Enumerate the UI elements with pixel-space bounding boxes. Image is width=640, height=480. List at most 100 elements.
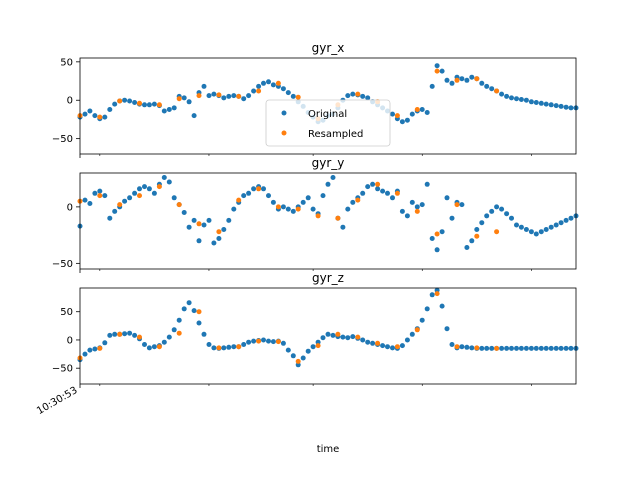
- data-point: [494, 204, 500, 210]
- data-point: [132, 190, 138, 196]
- data-point: [454, 77, 460, 83]
- data-point: [568, 345, 574, 351]
- data-point: [221, 345, 227, 351]
- data-point: [256, 338, 262, 344]
- data-point: [315, 213, 321, 219]
- data-point: [122, 97, 128, 103]
- data-point: [122, 198, 128, 204]
- data-point: [166, 334, 172, 340]
- data-point: [558, 103, 564, 109]
- data-point: [474, 76, 480, 82]
- data-point: [429, 292, 435, 298]
- data-point: [231, 206, 237, 212]
- data-point: [132, 332, 138, 338]
- data-point: [409, 111, 415, 117]
- data-point: [419, 202, 425, 208]
- data-point: [563, 217, 569, 223]
- data-point: [142, 102, 147, 108]
- data-point: [568, 105, 574, 111]
- data-point: [553, 103, 559, 109]
- data-point: [360, 337, 366, 343]
- data-point: [156, 344, 162, 350]
- data-point: [459, 344, 465, 350]
- data-point: [434, 68, 440, 74]
- data-point: [127, 195, 133, 201]
- data-point: [404, 213, 410, 219]
- data-point: [459, 76, 465, 82]
- data-point: [122, 331, 128, 337]
- data-point: [523, 227, 529, 232]
- data-point: [479, 220, 485, 226]
- legend-label-resampled: Resampled: [308, 129, 363, 140]
- data-point: [548, 224, 554, 230]
- data-point: [434, 231, 440, 237]
- data-point: [171, 105, 177, 111]
- data-point: [285, 90, 291, 96]
- subplot-gyr_y: 0 −50 gyr_y: [52, 156, 579, 273]
- data-point: [330, 332, 336, 338]
- data-point: [399, 208, 405, 214]
- data-point: [211, 240, 217, 246]
- data-point: [246, 339, 252, 345]
- data-point: [176, 317, 182, 323]
- y-tick-label: 50: [60, 57, 73, 68]
- data-point: [181, 95, 187, 101]
- data-point: [142, 342, 147, 347]
- y-tick-label: 50: [60, 307, 73, 318]
- data-point: [261, 80, 266, 86]
- x-tick-label: 10:30:53: [35, 385, 79, 417]
- data-point: [414, 327, 420, 333]
- data-point: [380, 343, 386, 349]
- data-point: [355, 197, 361, 203]
- data-point: [87, 201, 93, 206]
- data-point: [196, 93, 202, 99]
- data-point: [553, 222, 559, 228]
- data-point: [196, 238, 202, 244]
- data-point: [221, 227, 227, 232]
- data-point: [399, 119, 405, 125]
- data-point: [137, 186, 142, 192]
- data-point: [489, 345, 495, 351]
- data-point: [424, 306, 430, 312]
- data-point: [350, 91, 356, 97]
- data-point: [186, 99, 192, 105]
- data-point: [484, 213, 490, 219]
- y-tick-label: −50: [52, 134, 73, 145]
- data-point: [241, 96, 247, 102]
- y-tick-label: −50: [52, 259, 73, 270]
- data-point: [186, 300, 192, 306]
- data-point: [295, 94, 301, 100]
- data-point: [533, 345, 539, 351]
- data-point: [345, 93, 351, 99]
- data-point: [191, 308, 197, 314]
- data-point: [494, 229, 500, 235]
- data-point: [434, 63, 440, 69]
- data-point: [345, 335, 351, 341]
- data-point: [176, 202, 182, 208]
- data-point: [429, 83, 435, 89]
- data-point: [469, 345, 475, 351]
- data-point: [459, 202, 465, 208]
- data-point: [509, 215, 514, 221]
- data-point: [419, 317, 425, 323]
- data-point: [226, 344, 232, 350]
- data-point: [251, 338, 257, 344]
- data-point: [156, 184, 162, 190]
- data-point: [484, 83, 490, 89]
- subplot-gyr_z: 50 0 −50 gyr_z: [52, 271, 579, 388]
- data-point: [127, 98, 133, 104]
- data-point: [310, 344, 316, 350]
- data-point: [270, 82, 276, 88]
- data-point: [409, 199, 415, 205]
- data-point: [419, 107, 425, 112]
- data-point: [82, 197, 88, 203]
- data-point: [385, 190, 390, 196]
- data-point: [469, 74, 475, 80]
- data-point: [166, 107, 172, 112]
- data-point: [375, 181, 381, 187]
- data-point: [87, 108, 93, 114]
- data-point: [256, 83, 262, 89]
- data-point: [474, 233, 480, 239]
- data-point: [176, 330, 182, 336]
- data-point: [340, 334, 346, 340]
